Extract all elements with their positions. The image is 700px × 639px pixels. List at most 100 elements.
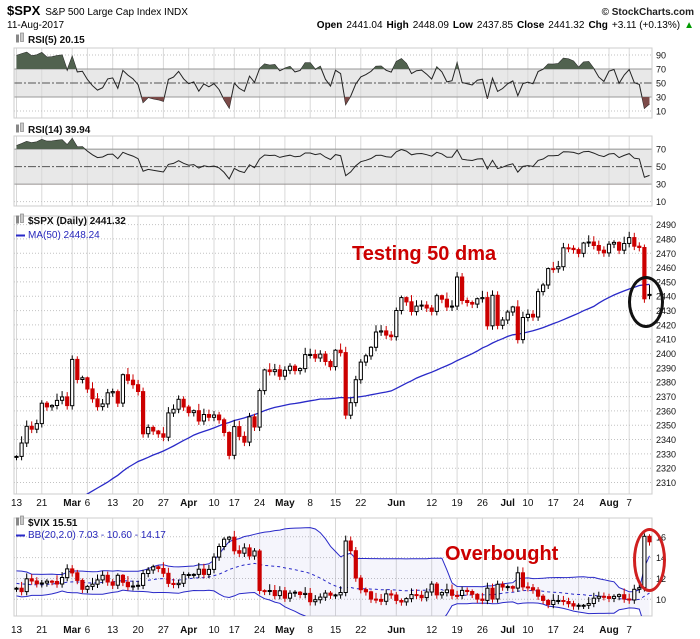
x-tick-label: 13 xyxy=(107,625,119,636)
x-tick-label: 17 xyxy=(548,498,560,509)
x-tick-label: 19 xyxy=(452,498,464,509)
y-tick-label: 2380 xyxy=(656,378,676,388)
y-tick-label: 10 xyxy=(656,197,666,207)
spx-data-layer xyxy=(14,231,652,494)
x-tick-label: 24 xyxy=(254,498,266,509)
y-tick-label: 2390 xyxy=(656,363,676,373)
x-tick-label: 12 xyxy=(426,498,438,509)
y-tick-label: 90 xyxy=(656,51,666,61)
x-tick-label: 6 xyxy=(85,625,91,636)
symbol-name: S&P 500 Large Cap Index INDX xyxy=(45,7,188,18)
indicator-icon xyxy=(16,122,24,133)
x-tick-label: 13 xyxy=(11,498,23,509)
y-tick-label: 2490 xyxy=(656,220,676,230)
y-tick-label: 2340 xyxy=(656,435,676,445)
y-tick-label: 30 xyxy=(656,180,666,190)
y-tick-label: 2480 xyxy=(656,234,676,244)
x-tick-label: 15 xyxy=(330,498,342,509)
x-tick-label: 24 xyxy=(573,625,585,636)
y-tick-label: 2400 xyxy=(656,349,676,359)
chart-header: $SPX S&P 500 Large Cap Index INDX © Stoc… xyxy=(0,0,700,32)
symbol: $SPX xyxy=(7,3,41,18)
rsi14-data-layer xyxy=(16,137,650,180)
x-tick-label: 13 xyxy=(11,625,23,636)
rsi14-label: RSI(14) 39.94 xyxy=(28,125,91,136)
indicator-icon xyxy=(16,32,24,43)
vix-data-layer xyxy=(14,527,652,616)
chart-date: 11-Aug-2017 xyxy=(7,20,65,31)
y-tick-label: 50 xyxy=(656,162,666,172)
open-label: Open xyxy=(316,20,343,31)
price-panel: 2490248024702460245024402430242024102400… xyxy=(11,213,676,509)
vix-label: $VIX 15.51 xyxy=(28,518,78,529)
indicator-icon xyxy=(16,515,24,526)
bb-area xyxy=(16,527,650,616)
x-tick-label: 17 xyxy=(229,625,241,636)
x-tick-label: 10 xyxy=(522,498,534,509)
bb-mid-line xyxy=(16,562,650,601)
x-tick-label: 22 xyxy=(355,625,367,636)
x-tick-label: 26 xyxy=(477,498,489,509)
y-tick-label: 30 xyxy=(656,93,666,103)
x-tick-label: Mar xyxy=(63,498,81,509)
y-tick-label: 70 xyxy=(656,65,666,75)
y-tick-label: 50 xyxy=(656,79,666,89)
close-value: 2441.32 xyxy=(548,20,585,31)
rsi5-label: RSI(5) 20.15 xyxy=(28,35,85,46)
ma-legend-icon xyxy=(16,234,25,237)
x-tick-label: 7 xyxy=(626,498,632,509)
x-tick-label: 21 xyxy=(36,498,48,509)
y-tick-label: 2350 xyxy=(656,421,676,431)
x-tick-label: 15 xyxy=(330,625,342,636)
ma50-line xyxy=(85,283,650,494)
ma-label: MA(50) 2448.24 xyxy=(28,230,100,241)
close-label: Close xyxy=(517,20,545,31)
x-tick-label: Jul xyxy=(500,625,515,636)
x-tick-label: 27 xyxy=(158,625,170,636)
x-tick-label: 21 xyxy=(36,625,48,636)
x-tick-label: 22 xyxy=(355,498,367,509)
high-label: High xyxy=(386,20,409,31)
quote-line: Open 2441.04 High 2448.09 Low 2437.85 Cl… xyxy=(317,20,694,31)
x-tick-label: Aug xyxy=(599,625,618,636)
chg-value: +3.11 (+0.13%) xyxy=(611,20,681,31)
y-tick-label: 2440 xyxy=(656,292,676,302)
y-tick-label: 2430 xyxy=(656,306,676,316)
vix-panel: 16 14 12 10 13 21 Mar 6 13 20 27 Apr 10 17 24 May 8 15 22 J… xyxy=(11,515,666,636)
x-tick-label: 26 xyxy=(477,625,489,636)
y-tick-label: 70 xyxy=(656,145,666,155)
x-tick-label: 8 xyxy=(307,498,313,509)
x-tick-label: 10 xyxy=(208,498,220,509)
x-tick-label: 8 xyxy=(307,625,313,636)
y-tick-label: 2330 xyxy=(656,449,676,459)
x-tick-label: 7 xyxy=(626,625,632,636)
y-tick-label: 2370 xyxy=(656,392,676,402)
x-tick-label: 10 xyxy=(208,625,220,636)
x-tick-label: 12 xyxy=(426,625,438,636)
x-tick-label: Jul xyxy=(500,498,515,509)
high-value: 2448.09 xyxy=(412,20,449,31)
x-tick-label: Mar xyxy=(63,625,81,636)
x-tick-label: May xyxy=(275,498,295,509)
x-tick-label: 20 xyxy=(133,625,145,636)
chg-label: Chg xyxy=(588,20,608,31)
x-tick-label: 20 xyxy=(133,498,145,509)
x-tick-label: 24 xyxy=(573,498,585,509)
x-tick-label: Aug xyxy=(599,498,618,509)
low-label: Low xyxy=(452,20,473,31)
x-tick-label: Jun xyxy=(387,498,405,509)
low-value: 2437.85 xyxy=(476,20,514,31)
y-tick-label: 16 xyxy=(656,532,666,542)
x-tick-label: 17 xyxy=(229,498,241,509)
x-tick-label: Jun xyxy=(387,625,405,636)
y-tick-label: 14 xyxy=(656,553,666,563)
x-tick-label: 17 xyxy=(548,625,560,636)
bb-upper-line xyxy=(16,527,650,593)
price-label: $SPX (Daily) 2441.32 xyxy=(28,216,126,227)
y-tick-label: 2410 xyxy=(656,335,676,345)
y-tick-label: 2470 xyxy=(656,249,676,259)
y-tick-label: 2310 xyxy=(656,478,676,488)
rsi14-panel: 70 50 30 10 RSI(14) 39.94 xyxy=(13,122,666,207)
x-tick-label: May xyxy=(275,625,295,636)
